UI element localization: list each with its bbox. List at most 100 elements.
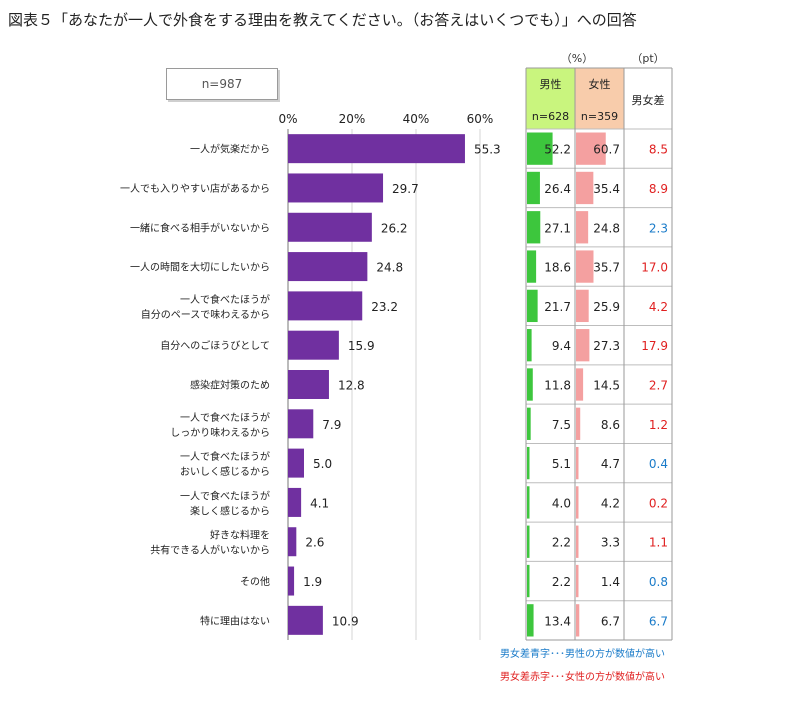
bar-value-label: 4.1	[310, 496, 329, 510]
male-header: 男性	[540, 77, 562, 91]
bar-value-label: 1.9	[303, 575, 322, 589]
male-value: 9.4	[552, 339, 571, 353]
bar-value-label: 10.9	[332, 614, 359, 628]
female-value: 8.6	[601, 418, 620, 432]
legend-red: 男女差赤字･･･女性の方が数値が高い	[500, 668, 665, 683]
female-bar	[576, 446, 579, 480]
male-bar	[527, 525, 530, 558]
bar	[288, 330, 339, 360]
female-header-bg	[575, 68, 624, 129]
page-title: 図表５「あなたが一人で外食をする理由を教えてください。（お答えはいくつでも）」へ…	[8, 11, 637, 29]
female-bar	[576, 289, 589, 323]
bar	[288, 370, 329, 399]
category-label: 感染症対策のため	[190, 379, 270, 392]
bar-value-label: 26.2	[381, 221, 408, 235]
category-label: 好きな料理を	[210, 529, 270, 542]
diff-value: 17.9	[641, 339, 668, 353]
bar	[288, 134, 465, 164]
bar	[288, 527, 297, 557]
female-bar	[576, 486, 579, 519]
diff-value: 4.2	[649, 300, 668, 314]
male-value: 52.2	[544, 143, 571, 157]
legend-red-text: 男女差赤字･･･女性の方が数値が高い	[500, 672, 665, 683]
category-label: 一人で食べたほうが	[180, 293, 270, 306]
male-value: 2.2	[552, 536, 571, 550]
bar	[288, 252, 368, 282]
female-header: 女性	[589, 77, 611, 91]
category-label: 共有できる人がいないから	[150, 544, 270, 557]
bar	[288, 291, 363, 321]
female-bar	[576, 250, 594, 283]
male-value: 5.1	[552, 457, 571, 471]
female-n: n=359	[581, 110, 618, 123]
bar	[288, 566, 295, 596]
diff-value: 2.3	[649, 221, 668, 235]
male-bar	[527, 486, 530, 519]
female-value: 1.4	[601, 575, 620, 589]
bar-value-label: 5.0	[313, 457, 332, 471]
male-bar	[527, 289, 538, 323]
category-label: 自分のペースで味わえるから	[141, 308, 270, 321]
male-bar	[527, 407, 531, 440]
male-value: 27.1	[544, 221, 571, 235]
male-value: 26.4	[544, 182, 571, 196]
male-header-bg	[526, 68, 575, 129]
male-bar	[527, 368, 533, 401]
category-label: 特に理由はない	[200, 614, 270, 627]
female-value: 24.8	[593, 221, 620, 235]
male-value: 4.0	[552, 496, 571, 510]
category-label: しっかり味わえるから	[170, 427, 270, 439]
bar-value-label: 12.8	[338, 379, 365, 393]
x-tick-label: 20%	[339, 112, 366, 126]
female-bar	[576, 407, 581, 440]
diff-value: 0.4	[649, 457, 668, 471]
male-value: 7.5	[552, 418, 571, 432]
category-label: 一人の時間を大切にしたいから	[130, 261, 270, 274]
category-label: 楽しく感じるから	[190, 504, 270, 517]
unit-pt: （pt）	[631, 52, 664, 65]
bar-value-label: 23.2	[371, 300, 398, 314]
male-bar	[527, 250, 537, 283]
male-bar	[527, 132, 553, 165]
female-value: 3.3	[601, 536, 620, 550]
female-bar	[576, 132, 606, 165]
female-value: 4.7	[601, 457, 620, 471]
category-label: 一緒に食べる相手がいないから	[130, 221, 270, 234]
legend-blue-text: 男女差青字･･･男性の方が数値が高い	[500, 649, 665, 660]
sample-size-box: n=987	[166, 68, 278, 100]
diff-value: 2.7	[649, 379, 668, 393]
bar-value-label: 55.3	[474, 143, 501, 157]
female-value: 35.7	[593, 261, 620, 275]
category-label: 自分へのごほうびとして	[160, 339, 270, 352]
female-value: 27.3	[593, 339, 620, 353]
male-value: 21.7	[544, 300, 571, 314]
female-bar	[576, 211, 589, 244]
x-tick-label: 40%	[403, 112, 430, 126]
x-tick-label: 60%	[467, 112, 494, 126]
category-label: 一人が気楽だから	[190, 143, 270, 156]
male-bar	[527, 211, 541, 244]
female-bar	[576, 604, 580, 637]
bar-value-label: 29.7	[392, 182, 419, 196]
diff-value: 1.2	[649, 418, 668, 432]
male-n: n=628	[532, 110, 569, 123]
female-value: 14.5	[593, 379, 620, 393]
bar-value-label: 2.6	[305, 536, 324, 550]
diff-value: 17.0	[641, 261, 668, 275]
male-bar	[527, 329, 532, 362]
female-bar	[576, 525, 579, 558]
unit-pct: （%）	[561, 52, 593, 65]
female-value: 6.7	[601, 614, 620, 628]
female-bar	[576, 329, 590, 362]
diff-value: 6.7	[649, 614, 668, 628]
category-label: おいしく感じるから	[180, 465, 270, 478]
category-label: 一人で食べたほうが	[180, 450, 270, 463]
male-value: 2.2	[552, 575, 571, 589]
male-bar	[527, 604, 534, 637]
bar	[288, 173, 384, 203]
category-label: その他	[240, 575, 270, 588]
x-tick-label: 0%	[278, 112, 297, 126]
bar	[288, 448, 304, 478]
diff-value: 8.9	[649, 182, 668, 196]
